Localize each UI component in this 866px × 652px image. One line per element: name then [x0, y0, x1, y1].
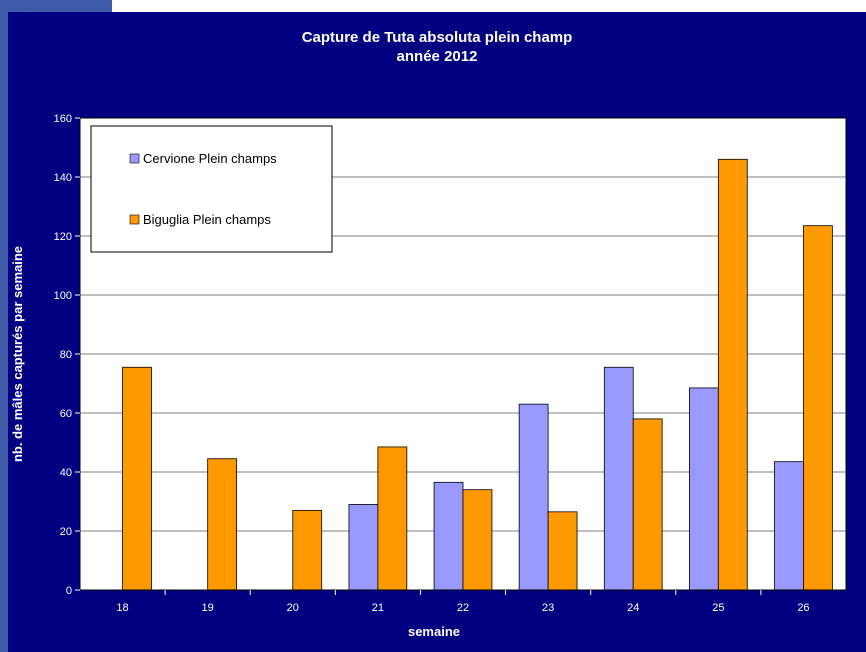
bar-cervione-21 — [348, 504, 379, 591]
x-tick-label: 23 — [542, 602, 554, 614]
x-tick-label: 25 — [712, 602, 724, 614]
legend-swatch-biguglia — [129, 214, 140, 225]
y-tick-label: 20 — [60, 526, 72, 538]
y-tick-label: 100 — [54, 290, 72, 302]
x-tick-label: 18 — [116, 602, 128, 614]
bar-biguglia-23 — [547, 511, 578, 591]
bar-biguglia-21 — [377, 446, 408, 591]
y-tick-label: 140 — [54, 172, 72, 184]
y-tick-label: 80 — [60, 349, 72, 361]
y-tick-label: 40 — [60, 467, 72, 479]
legend-swatch-cervione — [129, 153, 140, 164]
bar-cervione-24 — [603, 366, 634, 591]
bar-biguglia-18 — [122, 366, 152, 591]
x-axis-label: semaine — [408, 624, 460, 639]
legend-label-cervione: Cervione Plein champs — [143, 151, 277, 166]
bar-cervione-25 — [688, 387, 719, 591]
bar-biguglia-22 — [462, 489, 493, 591]
legend: Cervione Plein champs Biguglia Plein cha… — [90, 125, 333, 253]
chart-title: Capture de Tuta absoluta plein champ — [301, 29, 573, 46]
chart-subtitle: année 2012 — [396, 48, 478, 65]
x-tick-label: 20 — [287, 602, 299, 614]
slide-left-strip — [0, 0, 8, 652]
legend-label-biguglia: Biguglia Plein champs — [143, 212, 271, 227]
bar-cervione-23 — [518, 403, 549, 591]
x-tick-label: 21 — [372, 602, 384, 614]
y-tick-label: 60 — [60, 408, 72, 420]
legend-box — [90, 125, 333, 253]
bar-biguglia-24 — [632, 418, 663, 591]
x-tick-label: 19 — [202, 602, 214, 614]
chart-title-block: Capture de Tuta absoluta plein champ ann… — [8, 28, 866, 66]
x-tick-label: 22 — [457, 602, 469, 614]
y-tick-label: 160 — [54, 113, 72, 125]
slide-top-strip — [8, 0, 112, 12]
bar-cervione-26 — [774, 461, 804, 591]
bar-biguglia-20 — [292, 509, 323, 591]
y-tick-label: 120 — [54, 231, 72, 243]
x-axis-ticks: 18 19 20 21 22 23 24 25 26 — [116, 590, 810, 614]
x-tick-label: 26 — [797, 602, 809, 614]
x-tick-label: 24 — [627, 602, 639, 614]
y-tick-label: 0 — [66, 585, 72, 597]
bar-cervione-22 — [433, 481, 464, 591]
bar-biguglia-25 — [717, 158, 748, 591]
y-axis-label: nb. de mâles capturés par semaine — [10, 246, 25, 462]
bar-biguglia-19 — [207, 458, 238, 591]
bar-biguglia-26 — [803, 225, 833, 591]
y-axis-ticks: 0 20 40 60 80 100 120 140 160 — [54, 113, 80, 597]
